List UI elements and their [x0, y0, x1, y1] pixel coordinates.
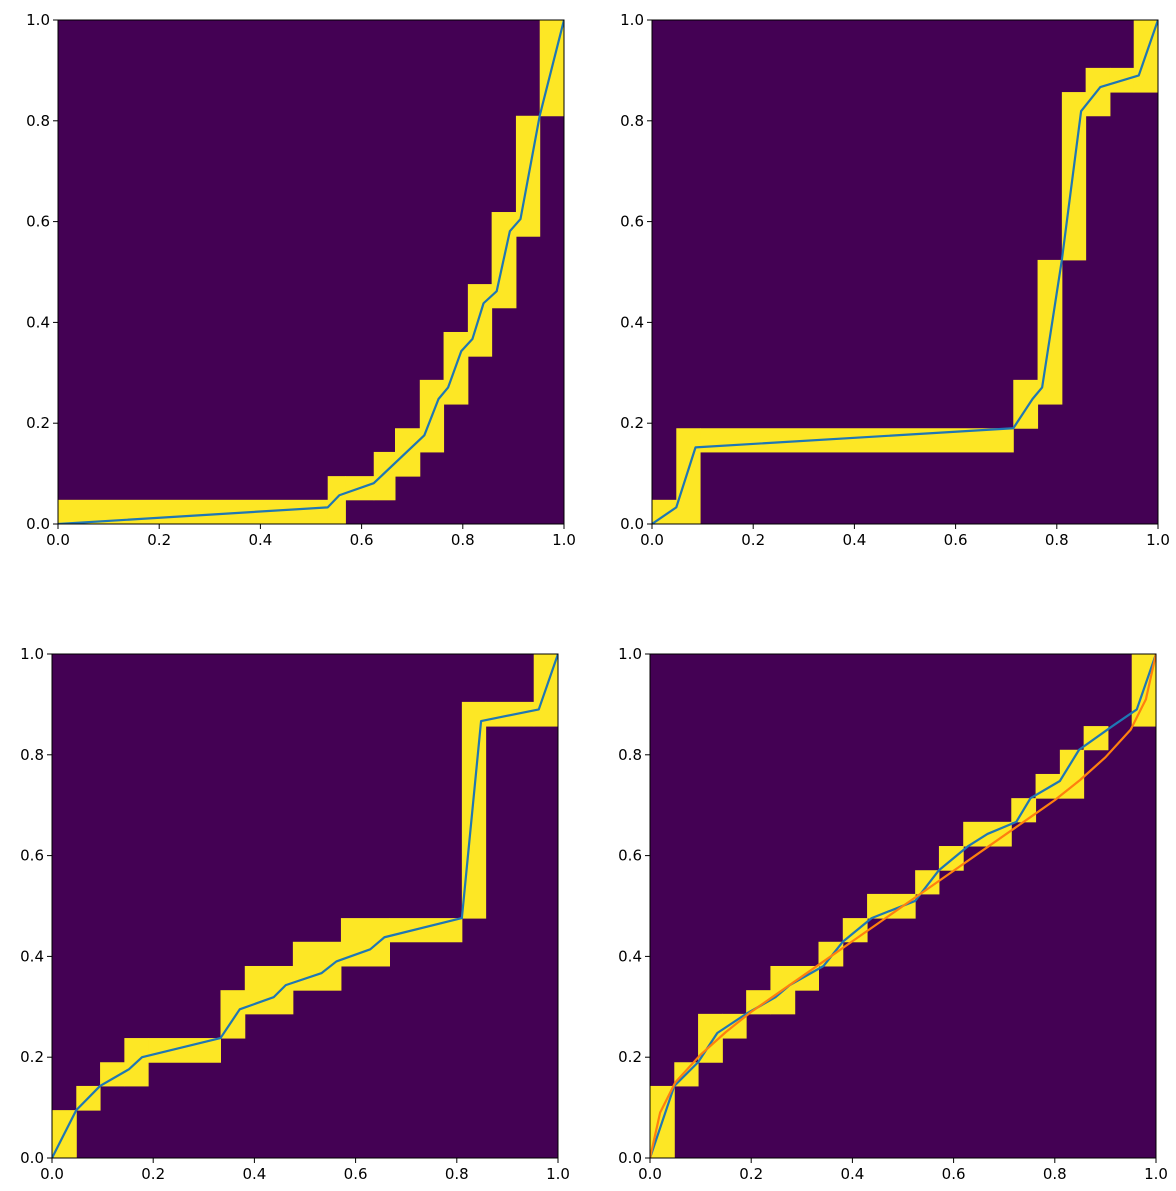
- x-tick-label: 0.2: [147, 531, 171, 549]
- axes-frame: [649, 653, 1157, 1159]
- x-tick-label: 0.8: [1045, 531, 1069, 549]
- band-group: [52, 654, 558, 1158]
- series-line-1: [58, 20, 564, 524]
- x-tick-label: 0.4: [840, 1165, 864, 1183]
- y-tick-label: 0.0: [26, 515, 50, 533]
- band-group: [650, 654, 1156, 1158]
- band-cell: [340, 918, 391, 967]
- x-tick-label: 1.0: [546, 1165, 570, 1183]
- x-tick-label: 0.6: [944, 531, 968, 549]
- axes-frame: [51, 653, 559, 1159]
- x-tick-label: 1.0: [552, 531, 576, 549]
- y-tick-label: 0.8: [26, 112, 50, 130]
- band-cell: [1085, 67, 1111, 117]
- x-tick-label: 0.4: [248, 531, 272, 549]
- panel-2: 0.0 0.2 0.4 0.6 0.8 1.0 0.0 0.2 0.4 0.6 0.8 1.0: [620, 11, 1170, 549]
- x-tick-label: 0.2: [741, 531, 765, 549]
- band-cell: [1035, 773, 1061, 799]
- x-tick-label: 0.0: [640, 531, 664, 549]
- y-tick-label: 0.8: [618, 746, 642, 764]
- x-tick-label: 0.6: [942, 1165, 966, 1183]
- x-tick-label: 0.0: [40, 1165, 64, 1183]
- y-tick-label: 1.0: [20, 645, 44, 663]
- x-tick-label: 0.2: [739, 1165, 763, 1183]
- band-cell: [676, 428, 701, 524]
- y-tick-label: 0.0: [618, 1149, 642, 1167]
- band-cell: [373, 451, 396, 501]
- y-tick-label: 0.2: [20, 1048, 44, 1066]
- panel-3: 0.0 0.2 0.4 0.6 0.8 1.0 0.0 0.2 0.4 0.6 0.8 1.0: [20, 645, 570, 1183]
- y-tick-label: 1.0: [618, 645, 642, 663]
- y-tick-label: 0.6: [620, 213, 644, 231]
- band-cell: [467, 284, 493, 357]
- series-line-1: [652, 20, 1158, 524]
- band-cell: [58, 499, 329, 524]
- panel-4: 0.0 0.2 0.4 0.6 0.8 1.0 0.0 0.2 0.4 0.6 0.8 1.0: [618, 645, 1168, 1183]
- band-cell: [327, 476, 346, 524]
- band-cell: [389, 918, 463, 943]
- y-tick-label: 0.8: [620, 112, 644, 130]
- y-tick-label: 0.2: [26, 414, 50, 432]
- plot-background: [58, 20, 564, 524]
- x-tick-label: 1.0: [1146, 531, 1170, 549]
- x-tick-label: 1.0: [1144, 1165, 1168, 1183]
- axes-frame: [57, 19, 565, 525]
- y-tick-label: 0.4: [618, 947, 642, 965]
- x-tick-label: 0.2: [141, 1165, 165, 1183]
- axes-frame: [651, 19, 1159, 525]
- y-tick-label: 0.4: [620, 313, 644, 331]
- band-cell: [148, 1038, 221, 1063]
- series-line-2: [650, 654, 1156, 1158]
- x-tick-label: 0.0: [46, 531, 70, 549]
- series-line-1: [650, 654, 1156, 1158]
- y-tick-label: 1.0: [26, 11, 50, 29]
- x-tick-label: 0.8: [445, 1165, 469, 1183]
- y-tick-label: 0.2: [618, 1048, 642, 1066]
- x-tick-label: 0.8: [451, 531, 475, 549]
- y-tick-label: 0.6: [26, 213, 50, 231]
- y-tick-label: 0.2: [620, 414, 644, 432]
- y-tick-label: 1.0: [620, 11, 644, 29]
- panel-1: 0.0 0.2 0.4 0.6 0.8 1.0 0.0 0.2 0.4 0.6 0.8 1.0: [26, 11, 576, 549]
- band-cell: [292, 941, 342, 991]
- x-tick-label: 0.0: [638, 1165, 662, 1183]
- y-tick-label: 0.6: [618, 847, 642, 865]
- x-tick-label: 0.4: [842, 531, 866, 549]
- y-tick-label: 0.4: [26, 313, 50, 331]
- x-tick-label: 0.6: [344, 1165, 368, 1183]
- x-tick-label: 0.6: [350, 531, 374, 549]
- y-tick-label: 0.0: [620, 515, 644, 533]
- y-tick-label: 0.4: [20, 947, 44, 965]
- series-line-1: [52, 654, 558, 1158]
- y-tick-label: 0.0: [20, 1149, 44, 1167]
- x-tick-label: 0.8: [1043, 1165, 1067, 1183]
- y-tick-label: 0.6: [20, 847, 44, 865]
- y-tick-label: 0.8: [20, 746, 44, 764]
- x-tick-label: 0.4: [242, 1165, 266, 1183]
- band-cell: [244, 965, 294, 1015]
